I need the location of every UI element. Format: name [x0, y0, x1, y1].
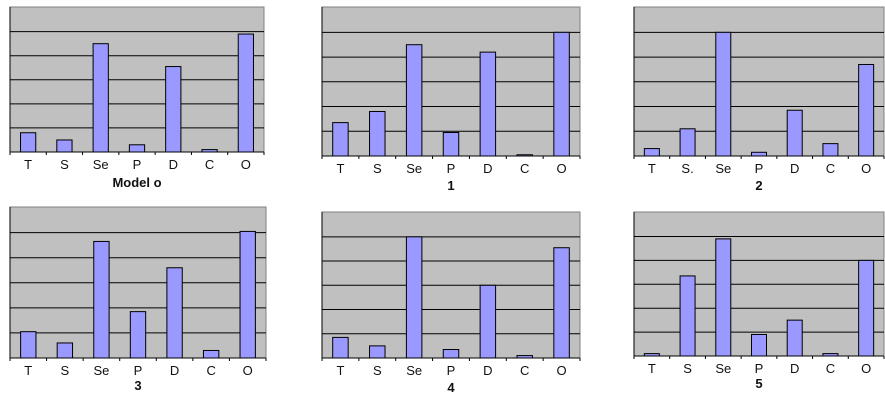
chart-title: 3: [134, 378, 141, 393]
x-tick-label: S: [60, 157, 69, 172]
bar-D: [479, 284, 497, 359]
bar-T: [20, 132, 37, 153]
bar-O: [553, 247, 570, 359]
x-tick-label: S.: [681, 161, 693, 176]
bar-T: [332, 336, 349, 359]
bar-D: [786, 319, 803, 357]
bar-O: [858, 63, 875, 157]
bar-Se: [93, 240, 110, 359]
chart-title: 5: [755, 376, 762, 391]
x-tick-label: T: [24, 157, 32, 172]
x-tick-label: T: [24, 363, 32, 378]
x-tick-label: C: [205, 157, 214, 172]
x-tick-label: Se: [715, 161, 731, 176]
bar-D: [165, 66, 182, 153]
x-tick-label: C: [826, 161, 835, 176]
x-tick-label: O: [557, 363, 567, 378]
bar-S: [679, 128, 696, 157]
x-tick-label: O: [243, 363, 253, 378]
bar-O: [858, 259, 875, 357]
x-tick-label: O: [861, 161, 871, 176]
x-tick-label: S: [373, 161, 382, 176]
x-tick-label: P: [755, 361, 764, 376]
x-tick-label: D: [790, 361, 799, 376]
bar-Se: [92, 43, 109, 153]
x-tick-label: T: [648, 161, 656, 176]
x-tick-label: D: [483, 161, 492, 176]
chart-title: 1: [447, 178, 454, 193]
chart-title: Model o: [112, 175, 161, 190]
x-tick-label: O: [241, 157, 251, 172]
bar-D: [479, 51, 497, 157]
bar-O: [553, 31, 570, 157]
chart-title: 2: [755, 178, 762, 193]
x-tick-label: D: [170, 363, 179, 378]
x-tick-label: Se: [715, 361, 731, 376]
bar-S: [56, 342, 74, 359]
x-tick-label: D: [790, 161, 799, 176]
x-tick-label: T: [336, 161, 344, 176]
bar-C: [201, 149, 218, 153]
bar-P: [442, 132, 460, 157]
x-tick-label: S: [683, 361, 692, 376]
bar-T: [20, 331, 37, 359]
x-tick-label: P: [133, 157, 142, 172]
x-tick-label: Se: [93, 363, 109, 378]
bar-T: [643, 148, 660, 157]
x-tick-label: C: [826, 361, 835, 376]
bar-D: [786, 109, 803, 157]
x-tick-label: D: [483, 363, 492, 378]
bar-S: [679, 275, 696, 357]
x-tick-label: T: [336, 363, 344, 378]
x-tick-label: O: [557, 161, 567, 176]
bar-Se: [715, 31, 732, 157]
bar-C: [822, 143, 839, 157]
bar-P: [751, 333, 767, 357]
bar-C: [202, 349, 220, 359]
x-tick-label: C: [520, 363, 529, 378]
bar-D: [166, 267, 183, 359]
x-tick-label: C: [520, 161, 529, 176]
bar-S: [56, 139, 73, 153]
bar-P: [751, 151, 767, 157]
chart-title: 4: [447, 380, 455, 394]
bar-C: [516, 355, 533, 359]
x-tick-label: Se: [406, 363, 422, 378]
x-tick-label: O: [861, 361, 871, 376]
bar-T: [643, 353, 660, 357]
bar-O: [237, 33, 254, 153]
x-tick-label: S: [61, 363, 70, 378]
bar-P: [128, 144, 146, 153]
bar-P: [442, 349, 460, 359]
bar-C: [516, 154, 533, 157]
x-tick-label: Se: [93, 157, 109, 172]
x-tick-label: P: [447, 161, 456, 176]
x-tick-label: D: [169, 157, 178, 172]
x-tick-label: T: [648, 361, 656, 376]
bar-O: [239, 230, 256, 359]
x-tick-label: C: [206, 363, 215, 378]
bar-Se: [715, 238, 732, 357]
x-tick-label: P: [447, 363, 456, 378]
bar-P: [129, 311, 147, 359]
bar-C: [822, 353, 839, 357]
bar-S: [369, 345, 386, 359]
bar-T: [332, 122, 349, 157]
x-tick-label: Se: [406, 161, 422, 176]
bar-S: [369, 110, 386, 157]
x-tick-label: P: [755, 161, 764, 176]
x-tick-label: S: [373, 363, 382, 378]
bar-Se: [405, 44, 423, 157]
bar-Se: [405, 236, 423, 359]
x-tick-label: P: [134, 363, 143, 378]
